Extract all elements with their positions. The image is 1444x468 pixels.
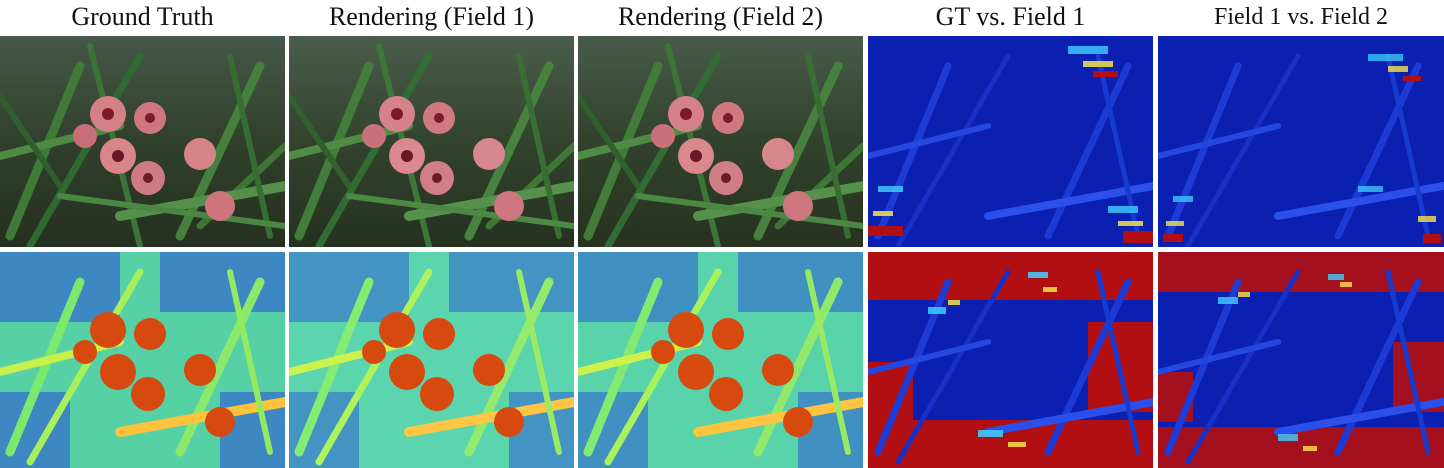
panel-ground-truth-photo [0, 36, 285, 247]
panel-field-1-vs-field-2-false-color-error [1158, 252, 1444, 468]
column-header-ground-truth: Ground Truth [71, 2, 214, 31]
panel-field-1-vs-field-2-error-map [1158, 36, 1444, 247]
panel-rendering-field-2-photo [578, 36, 863, 247]
panel-rendering-field-1-photo [289, 36, 574, 247]
panel-gt-vs-field-1-false-color-error [868, 252, 1153, 468]
column-header-field-1-vs-field-2: Field 1 vs. Field 2 [1213, 3, 1388, 30]
panel-gt-vs-field-1-error-map [868, 36, 1153, 247]
panel-ground-truth-false-color [0, 252, 285, 468]
panel-rendering-field-1-false-color [289, 252, 574, 468]
column-header-gt-vs-field-1: GT vs. Field 1 [935, 2, 1086, 31]
column-header-rendering-field-1: Rendering (Field 1) [328, 2, 535, 31]
column-header-rendering-field-2: Rendering (Field 2) [617, 2, 824, 31]
panel-rendering-field-2-false-color [578, 252, 863, 468]
